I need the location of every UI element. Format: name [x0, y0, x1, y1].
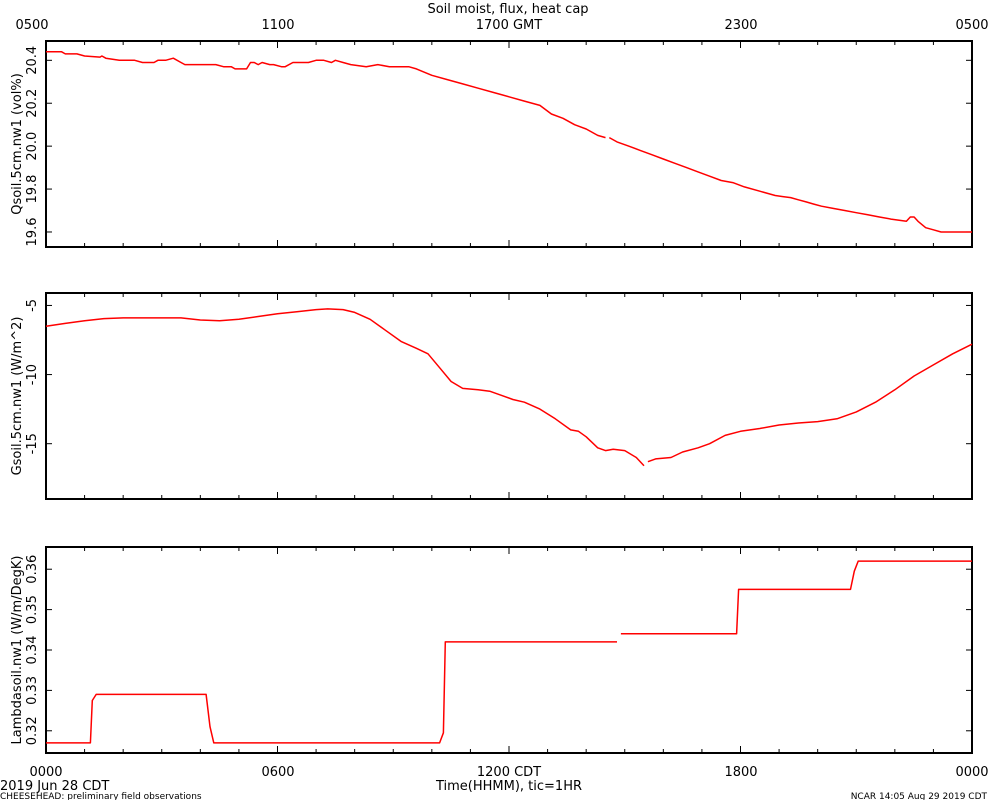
y-tick-label: 20.0 [25, 132, 40, 161]
bottom-tick-label: 0000 [29, 765, 62, 780]
plot-frame [45, 546, 973, 754]
y-tick-label: -15 [25, 433, 40, 454]
y-tick-label: 19.6 [25, 218, 40, 247]
bottom-tick-label: 0000 [955, 765, 988, 780]
soil-moisture-series-line [46, 50, 606, 139]
footer-project: CHEESEHEAD: preliminary field observatio… [0, 792, 202, 800]
footer-stamp: NCAR 14:05 Aug 29 2019 CDT [851, 792, 988, 800]
x-axis-label: Time(HHMM), tic=1HR [435, 779, 582, 794]
y-tick-label: 19.8 [25, 175, 40, 204]
top-tick-label: 0500 [15, 18, 48, 33]
plot-frame [45, 292, 973, 500]
top-tick-label: 0500 [955, 18, 988, 33]
y-tick-label: 20.2 [25, 89, 40, 118]
top-axis-labels: 0500 1100 1700 GMT 2300 0500 [15, 18, 988, 33]
y-axis-label: Qsoil.5cm.nw1 (vol%) [10, 73, 25, 215]
y-tick-label: 0.32 [25, 716, 40, 745]
plot-frame [45, 40, 973, 248]
bottom-tick-label: 0600 [261, 765, 294, 780]
y-axis-label: Gsoil.5cm.nw1 (W/m^2) [10, 317, 25, 476]
thermal-conductivity-series-line [46, 641, 617, 744]
top-tick-label: 1700 GMT [476, 18, 543, 33]
y-tick-label: -5 [25, 299, 40, 312]
y-tick-label: 0.36 [25, 555, 40, 584]
bottom-tick-label: 1800 [724, 765, 757, 780]
y-tick-label: 20.4 [25, 46, 40, 75]
y-tick-label: 0.33 [25, 676, 40, 705]
bottom-tick-label: 1200 CDT [477, 765, 541, 780]
soil-heat-flux-series-line [647, 343, 973, 463]
bottom-axis-labels: 0000 0600 1200 CDT 1800 0000 [29, 765, 988, 780]
y-tick-label: -10 [25, 364, 40, 385]
soil-moisture-series-line [608, 136, 972, 233]
y-tick-label: 0.34 [25, 636, 40, 665]
y-tick-label: 0.35 [25, 595, 40, 624]
soil-heat-flux-series-line [45, 308, 645, 467]
top-tick-label: 1100 [261, 18, 294, 33]
footer-date: 2019 Jun 28 CDT [0, 779, 109, 794]
chart-title: Soil moist, flux, heat cap [427, 2, 588, 17]
top-tick-label: 2300 [724, 18, 757, 33]
y-axis-label: Lambdasoil.nw1 (W/m/DegK) [10, 556, 25, 745]
thermal-conductivity-series-line [620, 560, 972, 635]
